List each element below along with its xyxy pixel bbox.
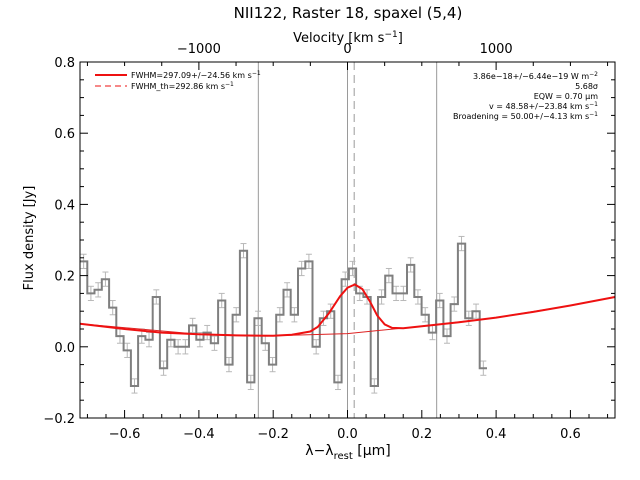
y-tick-label-4: 0.6 bbox=[54, 127, 75, 142]
x-tick-label-1: −0.4 bbox=[183, 427, 215, 442]
y-tick-label-1: 0.0 bbox=[54, 341, 75, 356]
annotation-0: 3.86e−18+/−6.44e−19 W m−2 bbox=[473, 71, 598, 81]
top-tick-label-1: 0 bbox=[343, 42, 351, 57]
annotation-2: EQW = 0.70 μm bbox=[534, 92, 598, 101]
fit-line bbox=[79, 283, 616, 337]
top-tick-label-2: 1000 bbox=[480, 42, 513, 57]
spectrum-histogram bbox=[80, 242, 487, 387]
annotation-1: 5.68σ bbox=[575, 82, 598, 91]
x-tick-label-5: 0.4 bbox=[486, 427, 507, 442]
vertical-reference-lines bbox=[257, 62, 438, 418]
legend-entry-1: FWHM_th=292.86 km s−1 bbox=[95, 81, 234, 91]
x-tick-label-2: −0.2 bbox=[257, 427, 289, 442]
y-tick-label-3: 0.4 bbox=[54, 198, 75, 213]
y-axis-label: Flux density [Jy] bbox=[22, 186, 37, 291]
legend: FWHM=297.09+/−24.56 km s−1FWHM_th=292.86… bbox=[95, 70, 261, 91]
top-tick-label-0: −1000 bbox=[177, 42, 221, 57]
annotation-3: v = 48.58+/−23.84 km s−1 bbox=[489, 101, 598, 111]
x-axis-label: λ−λrest [μm] bbox=[305, 443, 390, 462]
fit-series bbox=[79, 283, 616, 337]
top-axis-label: Velocity [km s−1] bbox=[293, 30, 403, 46]
axes-frame: −0.6 −0.4 −0.2 0.0 0.2 0.4 0.6 −0.2 0.0 0.2 0.4 0.6… bbox=[43, 42, 616, 442]
x-tick-label-6: 0.6 bbox=[560, 427, 581, 442]
y-tick-label-5: 0.8 bbox=[54, 56, 75, 71]
legend-label-1: FWHM_th=292.86 km s−1 bbox=[131, 81, 234, 91]
spectrum-series bbox=[80, 235, 487, 394]
y-tick-label-0: −0.2 bbox=[43, 412, 75, 427]
annotation-4: Broadening = 50.00+/−4.13 km s−1 bbox=[453, 111, 598, 121]
x-tick-label-3: 0.0 bbox=[337, 427, 358, 442]
legend-entry-0: FWHM=297.09+/−24.56 km s−1 bbox=[95, 70, 261, 80]
x-tick-label-4: 0.2 bbox=[411, 427, 432, 442]
legend-label-0: FWHM=297.09+/−24.56 km s−1 bbox=[131, 70, 261, 80]
chart-title: NII122, Raster 18, spaxel (5,4) bbox=[234, 4, 463, 22]
x-tick-label-0: −0.6 bbox=[109, 427, 141, 442]
y-tick-label-2: 0.2 bbox=[54, 270, 75, 285]
